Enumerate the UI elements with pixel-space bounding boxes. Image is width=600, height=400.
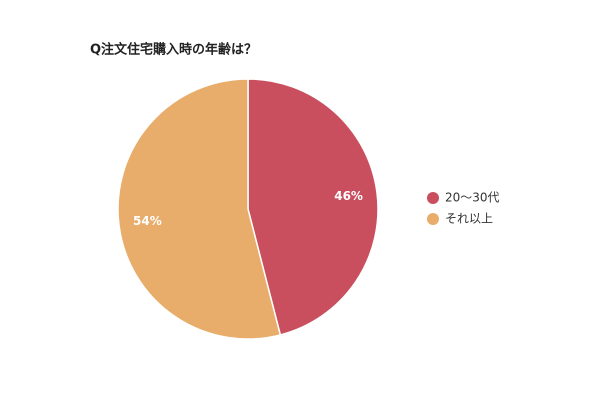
data-label: 46% <box>334 189 363 203</box>
pie-slice <box>247 78 379 336</box>
legend-label: それ以上 <box>445 212 493 226</box>
legend-label: 20〜30代 <box>445 191 500 205</box>
legend-swatch <box>427 192 439 204</box>
legend-swatch <box>427 213 439 225</box>
data-label: 54% <box>133 214 162 228</box>
pie-slice <box>117 78 282 340</box>
chart-title: Q注文住宅購入時の年齢は？ <box>90 42 257 58</box>
